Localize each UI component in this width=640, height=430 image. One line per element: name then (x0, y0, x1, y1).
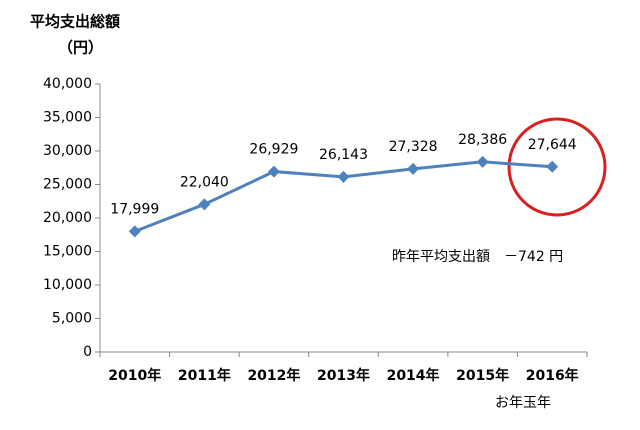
marker (128, 225, 141, 238)
marker (337, 170, 350, 183)
x-tick-label: 2015年 (456, 367, 509, 384)
marker (198, 198, 211, 211)
y-tick-label: 30,000 (43, 143, 92, 159)
data-label: 26,929 (249, 142, 298, 158)
data-label: 27,328 (389, 139, 438, 155)
data-label: 22,040 (180, 174, 229, 190)
y-tick-label: 20,000 (43, 210, 92, 226)
annotation: お年玉年 (495, 395, 551, 411)
data-label: 17,999 (110, 201, 159, 217)
y-tick-label: 40,000 (43, 76, 92, 92)
y-tick-label: 15,000 (43, 244, 92, 260)
x-tick-label: 2013年 (317, 367, 370, 384)
annotation: 昨年平均支出額 －742 円 (392, 249, 563, 265)
marker (267, 165, 280, 178)
marker (476, 155, 489, 168)
x-tick-label: 2010年 (108, 367, 161, 384)
y-tick-label: 5,000 (52, 311, 92, 327)
y-tick-label: 0 (83, 344, 92, 360)
marker (546, 160, 559, 173)
highlight-circle (507, 117, 607, 217)
chart-title: 平均支出総額 (30, 13, 120, 31)
x-tick-label: 2014年 (387, 367, 440, 384)
data-label: 28,386 (458, 132, 507, 148)
x-tick-label: 2012年 (247, 367, 300, 384)
x-tick-label: 2011年 (178, 367, 231, 384)
data-label: 26,143 (319, 147, 368, 163)
x-tick-label: 2016年 (526, 367, 579, 384)
y-tick-label: 25,000 (43, 177, 92, 193)
y-axis-label: （円） (58, 39, 103, 57)
data-label: 27,644 (528, 137, 577, 153)
y-tick-label: 35,000 (43, 110, 92, 126)
marker (407, 162, 420, 175)
y-tick-label: 10,000 (43, 277, 92, 293)
